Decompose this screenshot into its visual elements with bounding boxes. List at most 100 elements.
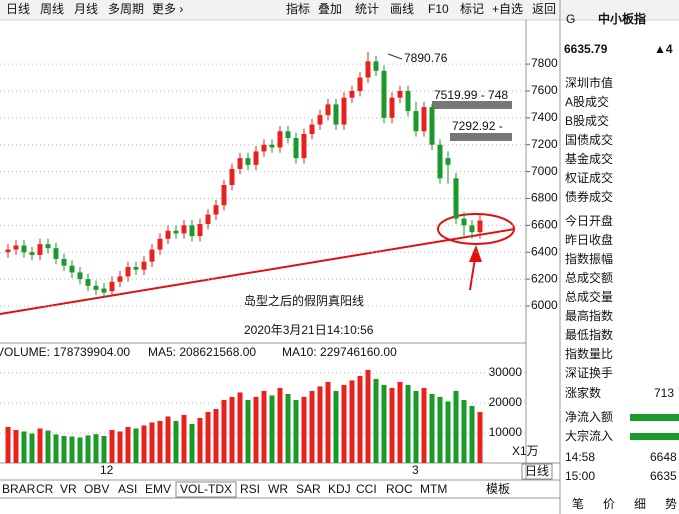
- volume-bar: [349, 380, 355, 463]
- candle-body: [285, 131, 291, 138]
- volume-bar: [469, 405, 475, 463]
- ma-label: MA10: 229746160.00: [282, 345, 397, 359]
- candle-body: [29, 252, 35, 255]
- volume-bar: [37, 428, 43, 463]
- y-tick-label: 7600: [531, 83, 558, 97]
- sidebar-tab: 笔: [572, 496, 584, 511]
- y-tick-label: 30000: [489, 365, 523, 379]
- volume-bar: [125, 426, 131, 463]
- volume-bar: [13, 429, 19, 463]
- change: ▲4: [654, 42, 673, 56]
- sidebar-row: 大宗流入: [565, 428, 613, 443]
- sidebar-row: 权证成交: [565, 170, 613, 185]
- volume-bar: [389, 387, 395, 463]
- y-tick-label: 6800: [531, 191, 558, 205]
- volume-bar: [141, 425, 147, 463]
- candle-body: [253, 151, 259, 165]
- toolbar-item: 统计: [355, 2, 379, 16]
- price-band: [450, 133, 512, 141]
- unit-label: X1万: [512, 444, 539, 458]
- sidebar-tab: 价: [603, 497, 615, 511]
- sidebar-row: 深证换手: [565, 366, 613, 380]
- volume-bar: [437, 396, 443, 463]
- annotation: 7519.99 - 748: [434, 88, 508, 102]
- volume-bar: [381, 384, 387, 463]
- candle-body: [429, 107, 435, 145]
- volume-bar: [325, 381, 331, 463]
- volume-bar: [69, 436, 75, 463]
- candle-body: [21, 245, 27, 253]
- volume-bar: [429, 393, 435, 463]
- volume-bar: [93, 434, 99, 463]
- candle-body: [141, 261, 147, 270]
- candle-body: [381, 70, 387, 118]
- sidebar-row: 净流入额: [565, 410, 613, 424]
- candle-body: [437, 144, 443, 179]
- candle-body: [389, 97, 395, 118]
- volume-bar: [261, 390, 267, 463]
- volume-bar: [477, 411, 483, 463]
- candle-body: [221, 185, 227, 206]
- toolbar-item: 标记: [460, 2, 484, 16]
- volume-bar: [101, 435, 107, 463]
- volume-bar: [221, 399, 227, 463]
- candle-body: [301, 133, 307, 159]
- candle-body: [365, 61, 371, 78]
- candle-body: [149, 249, 155, 262]
- volume-bar: [77, 437, 83, 463]
- y-tick-label: 7800: [531, 56, 558, 70]
- sidebar-row: 基金成交: [565, 151, 613, 166]
- candle-body: [261, 144, 267, 152]
- flow-bar: [630, 433, 679, 440]
- volume-bar: [229, 396, 235, 463]
- sidebar-row: 涨家数: [565, 385, 601, 400]
- toolbar-item: 叠加: [318, 2, 342, 16]
- tick-time: 15:00: [565, 469, 595, 483]
- candle-body: [61, 258, 67, 266]
- indicator-tab: WR: [268, 482, 288, 496]
- annotation: 岛型之后的假阴真阳线: [244, 293, 364, 308]
- volume-bar: [53, 434, 59, 463]
- arrow: [469, 245, 482, 262]
- volume-bar: [253, 396, 259, 463]
- candle-body: [77, 272, 83, 280]
- volume-bar: [5, 426, 11, 463]
- toolbar-item: 周线: [40, 2, 64, 16]
- volume-bar: [117, 431, 123, 463]
- sidebar-tab: 势: [665, 497, 677, 511]
- indicator-tab: OBV: [84, 482, 109, 496]
- volume-bar: [189, 423, 195, 463]
- volume-bar: [213, 408, 219, 463]
- indicator-tab: MTM: [420, 482, 447, 496]
- tick-price: 6648: [650, 450, 677, 464]
- volume-bar: [373, 378, 379, 463]
- toolbar-item: 画线: [390, 2, 414, 16]
- candle-body: [189, 225, 195, 237]
- candle-body: [373, 61, 379, 71]
- volume-bar: [285, 393, 291, 463]
- toolbar-item: 指标: [286, 1, 310, 16]
- candle-body: [397, 90, 403, 98]
- candle-body: [237, 158, 243, 169]
- sidebar-row: 国债成交: [565, 132, 613, 147]
- volume-bar: [61, 435, 67, 463]
- sidebar-tab: 细: [634, 497, 646, 511]
- y-tick-label: 20000: [489, 395, 523, 409]
- volume-bar: [309, 390, 315, 463]
- indicator-tab: SAR: [296, 482, 321, 496]
- candle-body: [341, 97, 347, 125]
- indicator-tab: ROC: [386, 482, 413, 496]
- candle-body: [205, 214, 211, 225]
- indicator-tab: CCI: [356, 482, 377, 496]
- sidebar-row: 指数量比: [565, 346, 613, 361]
- toolbar-item: 月线: [74, 2, 98, 16]
- y-tick-label: 6000: [531, 298, 558, 312]
- volume-bar: [365, 369, 371, 463]
- toolbar: [0, 0, 679, 20]
- y-tick-label: 7400: [531, 110, 558, 124]
- candle-body: [229, 168, 235, 186]
- candle-body: [197, 224, 203, 237]
- annotation: 7292.92 -: [452, 119, 503, 133]
- candle-body: [93, 285, 99, 290]
- sidebar-row: 债券成交: [565, 189, 613, 204]
